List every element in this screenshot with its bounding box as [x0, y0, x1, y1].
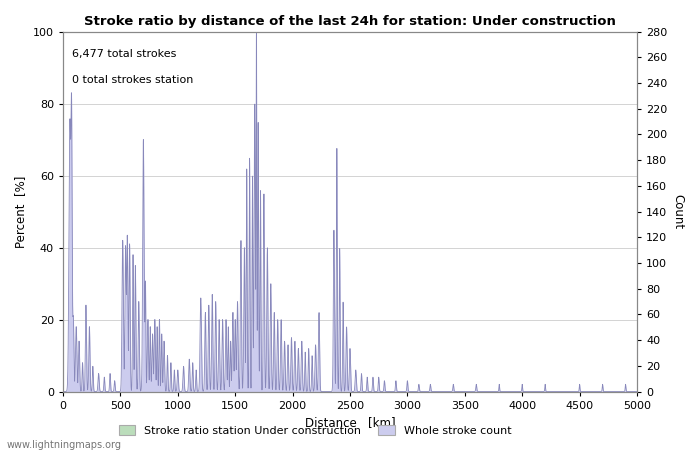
Legend: Stroke ratio station Under construction, Whole stroke count: Stroke ratio station Under construction,… [114, 420, 516, 440]
X-axis label: Distance   [km]: Distance [km] [304, 416, 395, 429]
Text: 6,477 total strokes: 6,477 total strokes [71, 50, 176, 59]
Y-axis label: Percent  [%]: Percent [%] [15, 176, 27, 248]
Text: www.lightningmaps.org: www.lightningmaps.org [7, 440, 122, 450]
Y-axis label: Count: Count [671, 194, 684, 229]
Text: 0 total strokes station: 0 total strokes station [71, 75, 193, 85]
Title: Stroke ratio by distance of the last 24h for station: Under construction: Stroke ratio by distance of the last 24h… [84, 14, 616, 27]
